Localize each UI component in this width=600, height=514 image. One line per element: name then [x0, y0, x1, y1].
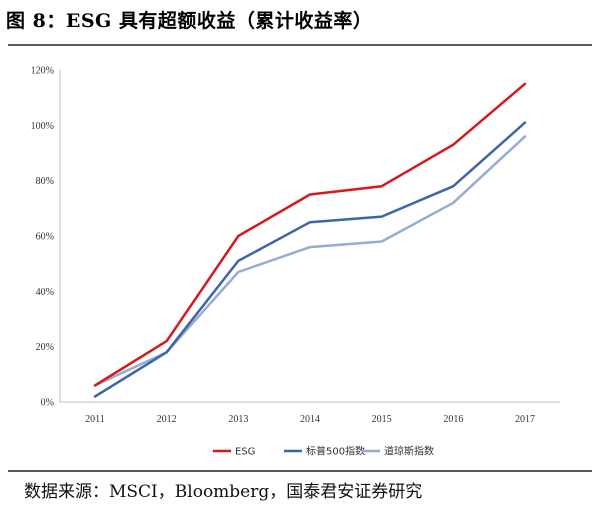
series-line-2 [93, 121, 527, 398]
bottom-divider [8, 470, 592, 472]
x-tick-label: 2015 [372, 414, 392, 425]
y-tick-label: 60% [36, 232, 54, 243]
x-tick-label: 2011 [85, 414, 105, 425]
y-tick-label: 100% [31, 121, 54, 132]
legend-label: 道琼斯指数 [384, 445, 434, 458]
x-tick-label: 2012 [157, 414, 177, 425]
series-line-3 [93, 135, 527, 387]
y-tick-labels: 0% 20% 40% 60% 80% 100% 120% [31, 66, 54, 409]
series-line-1 [93, 82, 527, 387]
top-divider [8, 44, 592, 46]
y-tick-label: 40% [36, 287, 54, 298]
x-tick-label: 2014 [300, 414, 320, 425]
x-tick-label: 2013 [228, 414, 248, 425]
series-lines [93, 82, 527, 398]
legend-label: 标普500指数 [306, 445, 365, 458]
x-tick-labels: 2011 2012 2013 2014 2015 2016 2017 [85, 414, 535, 425]
y-tick-label: 120% [31, 66, 54, 77]
y-tick-label: 80% [36, 176, 54, 187]
figure-title: 图 8：ESG 具有超额收益（累计收益率） [6, 10, 373, 32]
chart-axes [59, 70, 560, 403]
legend-label: ESG [235, 447, 255, 458]
x-tick-label: 2016 [443, 414, 463, 425]
y-tick-label: 20% [36, 342, 54, 353]
chart-legend: ESG 标普500指数 道琼斯指数 [213, 445, 434, 458]
y-tick-label: 0% [41, 398, 54, 409]
x-tick-label: 2017 [515, 414, 535, 425]
data-source-note: 数据来源：MSCI，Bloomberg，国泰君安证券研究 [24, 482, 423, 502]
